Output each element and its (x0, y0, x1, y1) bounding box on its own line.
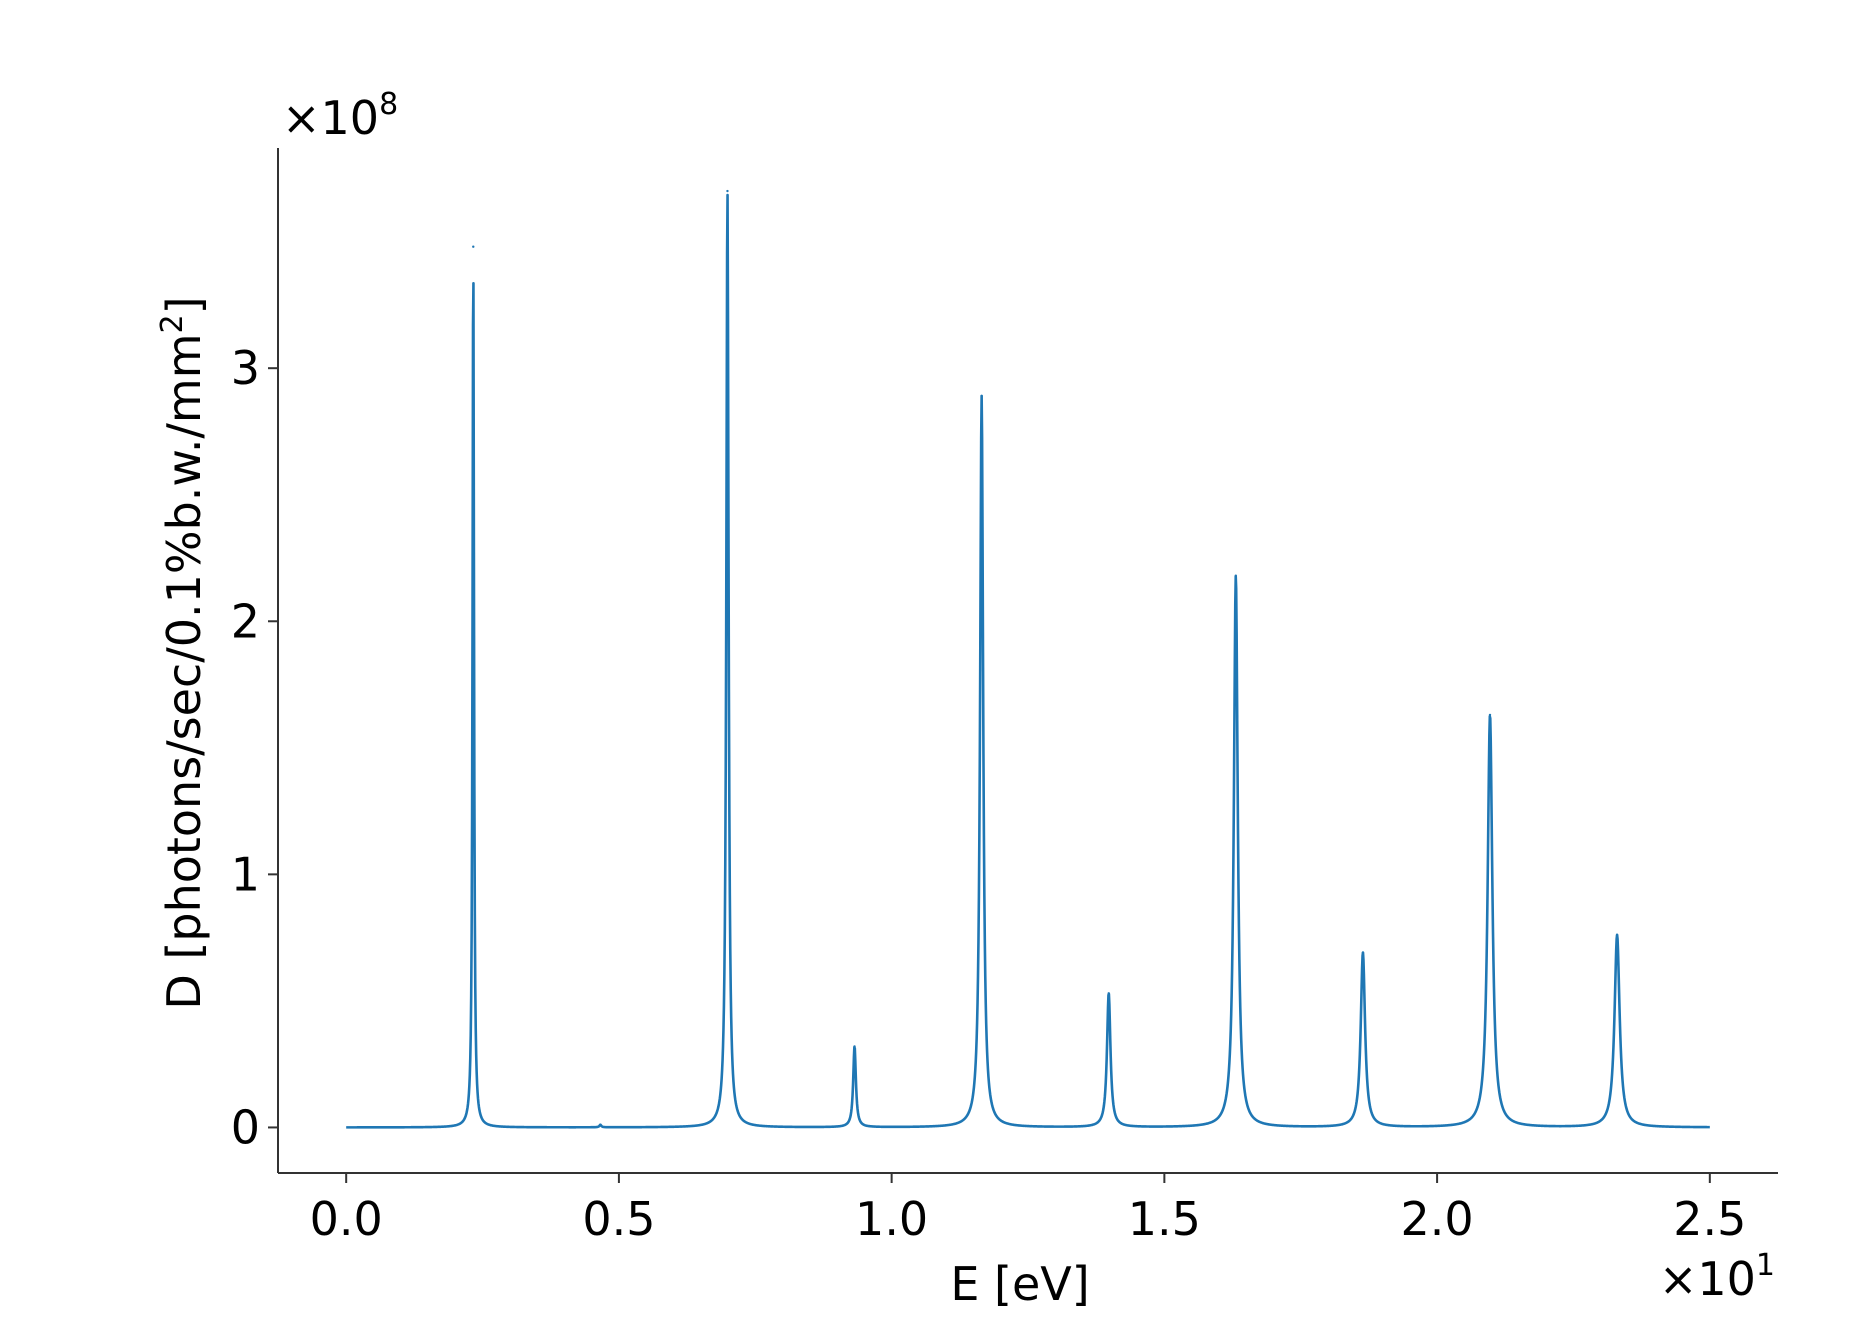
x-tick-label: 1.5 (1128, 1192, 1201, 1246)
peak-point (853, 1045, 856, 1048)
y-multiplier-base: ×10 (282, 91, 379, 145)
y-multiplier-exp: 8 (379, 87, 398, 122)
y-axis-label-main: D [photons/sec/0.1%b.w./mm (157, 333, 211, 1009)
x-tick-label: 2.5 (1673, 1192, 1746, 1246)
peak-point (980, 394, 983, 398)
x-ticks: 0.0 0.5 1.0 1.5 2.0 2.5 (310, 1173, 1746, 1246)
y-tick-label: 2 (231, 594, 260, 648)
y-axis-label: D [photons/sec/0.1%b.w./mm2] (155, 296, 211, 1009)
x-multiplier-exp: 1 (1756, 1248, 1775, 1283)
y-axis-label-sup: 2 (155, 314, 190, 333)
x-multiplier-base: ×10 (1659, 1252, 1756, 1306)
x-tick-label: 0.5 (582, 1192, 655, 1246)
peak-point (1361, 951, 1365, 955)
x-tick-label: 1.0 (855, 1192, 928, 1246)
x-tick-label: 0.0 (310, 1192, 383, 1246)
plot-area (345, 189, 1711, 1129)
peak-point (1615, 933, 1619, 937)
series-line (345, 193, 1711, 1129)
peak-point (1107, 992, 1110, 995)
y-tick-label: 0 (231, 1100, 260, 1154)
peak-point (472, 245, 475, 248)
x-axis-multiplier: ×101 (1659, 1248, 1775, 1306)
y-ticks: 0 1 2 3 (231, 341, 278, 1154)
y-axis-multiplier: ×108 (282, 87, 398, 145)
peak-point (599, 1123, 602, 1127)
y-axis-label-end: ] (157, 296, 211, 314)
x-tick-label: 2.0 (1401, 1192, 1474, 1246)
y-tick-label: 3 (231, 341, 260, 395)
peak-point (1488, 713, 1492, 717)
x-axis-label: E [eV] (950, 1257, 1089, 1311)
y-tick-label: 1 (231, 847, 260, 901)
peak-point (1234, 574, 1238, 577)
peak-point (726, 189, 729, 193)
